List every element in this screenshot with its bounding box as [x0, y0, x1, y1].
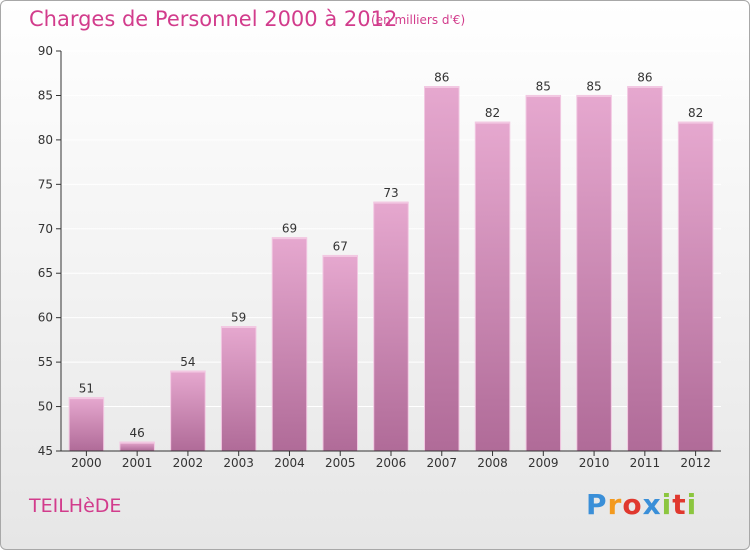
- y-tick-label: 55: [38, 355, 53, 369]
- bar: [677, 121, 714, 452]
- logo-letter: x: [642, 488, 662, 521]
- bar: [424, 86, 460, 452]
- y-tick-label: 60: [38, 311, 53, 325]
- commune-name: TEILHèDE: [29, 495, 122, 517]
- bar: [170, 370, 206, 452]
- x-tick-label: 2012: [680, 456, 711, 470]
- data-label: 73: [383, 186, 398, 200]
- logo-letter: t: [672, 488, 687, 521]
- bar: [474, 121, 511, 452]
- data-label: 51: [79, 382, 94, 396]
- y-tick-label: 80: [38, 133, 53, 147]
- logo-letter: i: [686, 488, 698, 521]
- axes: [56, 50, 721, 456]
- data-label: 69: [282, 222, 297, 236]
- data-label: 54: [180, 355, 195, 369]
- y-tick-label: 90: [38, 44, 53, 58]
- data-label: 85: [536, 79, 551, 93]
- x-tick-label: 2000: [71, 456, 102, 470]
- y-tick-label: 85: [38, 88, 53, 102]
- y-tick-label: 50: [38, 400, 53, 414]
- bar: [271, 237, 308, 452]
- y-tick-label: 45: [38, 444, 53, 458]
- data-label: 82: [688, 106, 703, 120]
- chart-subtitle: (en milliers d'€): [371, 13, 466, 27]
- data-label: 86: [434, 71, 449, 85]
- x-tick-label: 2008: [477, 456, 508, 470]
- logo-letter: r: [607, 488, 623, 521]
- x-tick-label: 2011: [630, 456, 661, 470]
- x-tick-label: 2003: [223, 456, 254, 470]
- chart-title: Charges de Personnel 2000 à 2012: [29, 7, 398, 31]
- data-label: 82: [485, 106, 500, 120]
- data-label: 85: [586, 79, 601, 93]
- logo-letter: i: [661, 488, 673, 521]
- x-tick-label: 2006: [376, 456, 407, 470]
- y-tick-label: 70: [38, 222, 53, 236]
- data-labels: 51 46 54 59 69 67 73 86 82 85 85 86 82: [79, 71, 704, 441]
- y-tick-label: 65: [38, 266, 53, 280]
- data-label: 59: [231, 311, 246, 325]
- data-label: 46: [130, 426, 145, 440]
- y-tick-labels: 45 50 55 60 65 70 75 80 85 90: [38, 44, 53, 458]
- bar: [576, 94, 612, 452]
- logo-letter: P: [586, 488, 608, 521]
- x-tick-label: 2010: [579, 456, 610, 470]
- bar: [627, 86, 663, 452]
- bar: [220, 326, 257, 452]
- bar: [322, 254, 358, 452]
- bar: [68, 397, 105, 452]
- x-tick-label: 2005: [325, 456, 356, 470]
- bar: [373, 201, 409, 452]
- proxiti-logo: Proxiti: [586, 488, 697, 521]
- x-tick-label: 2004: [274, 456, 305, 470]
- y-tick-label: 75: [38, 177, 53, 191]
- data-label: 86: [637, 71, 652, 85]
- x-tick-label: 2007: [426, 456, 457, 470]
- x-tick-labels: 2000 2001 2002 2003 2004 2005 2006 2007 2008 2009…: [71, 456, 711, 470]
- x-tick-label: 2001: [122, 456, 153, 470]
- bar: [525, 94, 562, 452]
- data-label: 67: [333, 239, 348, 253]
- x-tick-label: 2002: [173, 456, 204, 470]
- bars: [68, 86, 714, 452]
- logo-letter: o: [622, 488, 643, 521]
- x-tick-label: 2009: [528, 456, 559, 470]
